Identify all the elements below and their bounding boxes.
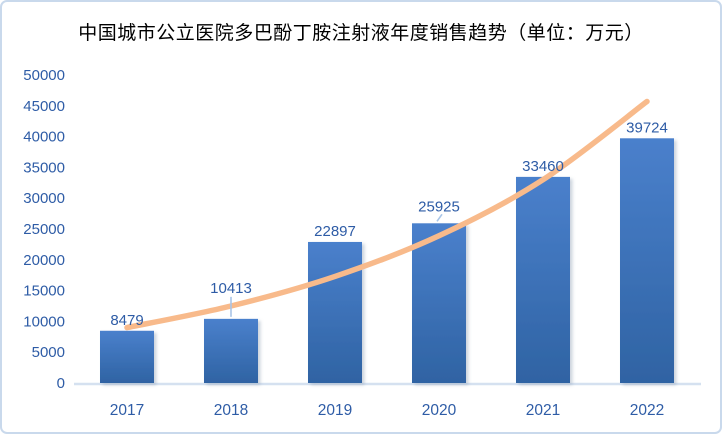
bar	[412, 223, 466, 383]
bar-value-label: 25925	[418, 198, 460, 215]
y-tick-label: 15000	[23, 283, 65, 300]
x-axis-label: 2022	[630, 402, 664, 419]
bar	[620, 138, 674, 383]
y-tick-label: 30000	[23, 190, 65, 207]
x-axis-label: 2019	[318, 402, 352, 419]
y-tick-label: 50000	[23, 67, 65, 84]
y-tick-label: 40000	[23, 129, 65, 146]
trendline	[124, 98, 650, 331]
bar	[516, 176, 570, 383]
bar-value-label: 39724	[626, 119, 668, 136]
y-tick-label: 25000	[23, 221, 65, 238]
bar	[308, 241, 362, 383]
bar-value-label: 22897	[314, 223, 356, 240]
bar-value-label: 10413	[210, 280, 252, 297]
x-axis-label: 2018	[214, 402, 248, 419]
y-tick-label: 5000	[32, 344, 65, 361]
chart-title: 中国城市公立医院多巴酚丁胺注射液年度销售趋势（单位：万元）	[78, 23, 644, 44]
y-tick-label: 35000	[23, 159, 65, 176]
bar-value-label: 33460	[522, 158, 564, 175]
label-leader-line	[436, 213, 443, 222]
y-tick-label: 0	[57, 375, 65, 392]
x-axis-label: 2020	[422, 402, 457, 419]
y-tick-label: 10000	[23, 313, 65, 330]
x-axis-label: 2021	[526, 402, 560, 419]
bar	[204, 318, 258, 383]
y-tick-label: 45000	[23, 98, 65, 115]
bar	[100, 330, 154, 383]
x-axis-label: 2017	[110, 402, 144, 419]
bar-value-label: 8479	[110, 312, 143, 329]
y-tick-label: 20000	[23, 252, 65, 269]
